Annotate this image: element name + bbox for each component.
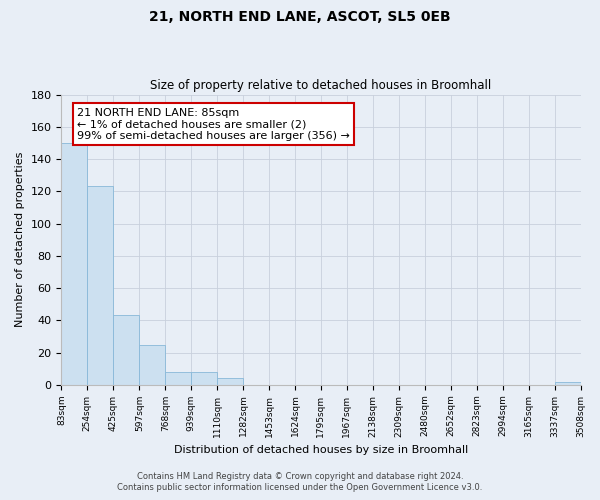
Bar [61, 143, 88, 385]
Bar [88, 186, 113, 385]
Bar [217, 378, 243, 385]
X-axis label: Distribution of detached houses by size in Broomhall: Distribution of detached houses by size … [174, 445, 468, 455]
Bar [165, 372, 191, 385]
Text: Contains HM Land Registry data © Crown copyright and database right 2024.
Contai: Contains HM Land Registry data © Crown c… [118, 472, 482, 492]
Bar [113, 316, 139, 385]
Bar [554, 382, 581, 385]
Y-axis label: Number of detached properties: Number of detached properties [15, 152, 25, 328]
Title: Size of property relative to detached houses in Broomhall: Size of property relative to detached ho… [151, 79, 491, 92]
Bar [191, 372, 217, 385]
Bar [139, 344, 165, 385]
Text: 21 NORTH END LANE: 85sqm
← 1% of detached houses are smaller (2)
99% of semi-det: 21 NORTH END LANE: 85sqm ← 1% of detache… [77, 108, 350, 141]
Text: 21, NORTH END LANE, ASCOT, SL5 0EB: 21, NORTH END LANE, ASCOT, SL5 0EB [149, 10, 451, 24]
